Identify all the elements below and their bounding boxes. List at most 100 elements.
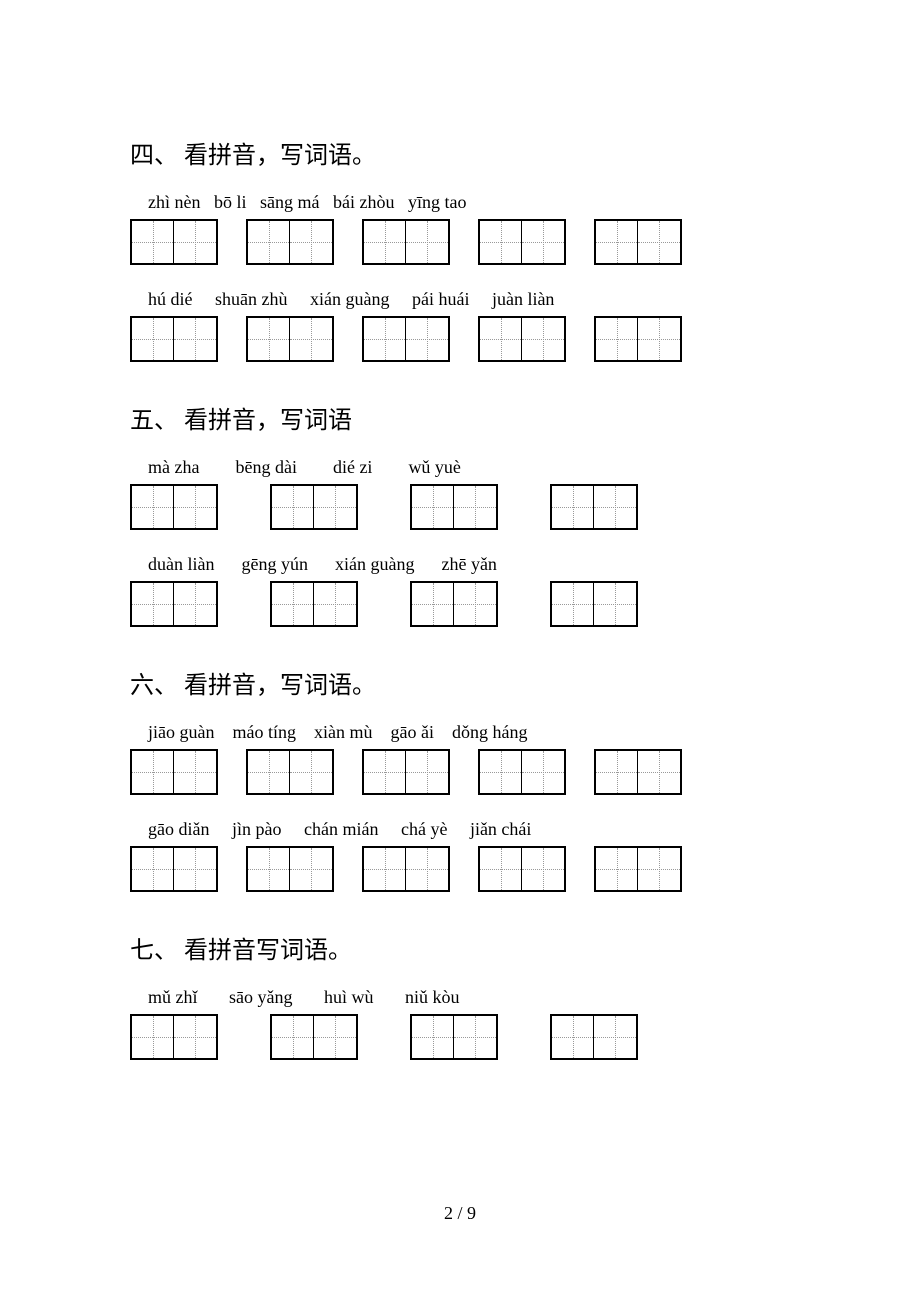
pinyin-label: juàn liàn	[492, 289, 554, 310]
char-cell[interactable]	[638, 848, 680, 890]
char-cell[interactable]	[364, 318, 406, 360]
char-cell[interactable]	[132, 1016, 174, 1058]
pinyin-row: duàn liàn gēng yún xián guàng zhē yǎn	[130, 554, 790, 575]
exercise-section: 四、 看拼音，写词语。zhì nèn bō li sāng má bái zhò…	[130, 135, 790, 362]
pinyin-label: niǔ kòu	[405, 987, 460, 1008]
char-box-pair	[594, 749, 682, 795]
char-cell[interactable]	[480, 848, 522, 890]
char-cell[interactable]	[290, 221, 332, 263]
spacer	[214, 722, 232, 743]
char-cell[interactable]	[272, 583, 314, 625]
spacer	[247, 192, 261, 213]
pinyin-label: zhì nèn	[148, 192, 200, 213]
char-cell[interactable]	[406, 751, 448, 793]
char-cell[interactable]	[364, 221, 406, 263]
char-cell[interactable]	[272, 486, 314, 528]
char-cell[interactable]	[248, 848, 290, 890]
char-cell[interactable]	[248, 751, 290, 793]
char-cell[interactable]	[132, 751, 174, 793]
pinyin-label: xiàn mù	[314, 722, 373, 743]
char-cell[interactable]	[454, 486, 496, 528]
char-cell[interactable]	[522, 848, 564, 890]
char-cell[interactable]	[552, 486, 594, 528]
pinyin-label: máo tíng	[232, 722, 296, 743]
char-cell[interactable]	[364, 848, 406, 890]
char-cell[interactable]	[594, 1016, 636, 1058]
spacer	[434, 722, 452, 743]
char-cell[interactable]	[174, 486, 216, 528]
char-cell[interactable]	[596, 751, 638, 793]
char-cell[interactable]	[174, 751, 216, 793]
char-box-pair	[362, 846, 450, 892]
pinyin-label: hú dié	[148, 289, 193, 310]
char-cell[interactable]	[314, 583, 356, 625]
char-cell[interactable]	[596, 221, 638, 263]
char-cell[interactable]	[132, 583, 174, 625]
char-cell[interactable]	[522, 318, 564, 360]
spacer	[287, 289, 310, 310]
char-box-pair	[130, 316, 218, 362]
spacer	[414, 554, 441, 575]
char-cell[interactable]	[594, 486, 636, 528]
char-cell[interactable]	[594, 583, 636, 625]
char-cell[interactable]	[272, 1016, 314, 1058]
worksheet-page: 四、 看拼音，写词语。zhì nèn bō li sāng má bái zhò…	[0, 0, 920, 1302]
char-box-pair	[130, 219, 218, 265]
char-cell[interactable]	[248, 318, 290, 360]
spacer	[394, 192, 408, 213]
char-cell[interactable]	[480, 221, 522, 263]
char-cell[interactable]	[314, 1016, 356, 1058]
char-cell[interactable]	[406, 318, 448, 360]
char-cell[interactable]	[132, 221, 174, 263]
char-cell[interactable]	[364, 751, 406, 793]
char-cell[interactable]	[174, 318, 216, 360]
char-cell[interactable]	[638, 221, 680, 263]
char-cell[interactable]	[406, 848, 448, 890]
char-box-pair	[594, 316, 682, 362]
pinyin-label: yīng tao	[408, 192, 467, 213]
char-cell[interactable]	[638, 751, 680, 793]
char-cell[interactable]	[522, 221, 564, 263]
char-cell[interactable]	[552, 583, 594, 625]
boxes-row	[130, 484, 790, 530]
char-cell[interactable]	[596, 318, 638, 360]
char-cell[interactable]	[412, 583, 454, 625]
char-cell[interactable]	[248, 221, 290, 263]
section-title: 七、 看拼音写词语。	[130, 930, 790, 965]
char-cell[interactable]	[174, 1016, 216, 1058]
char-cell[interactable]	[290, 848, 332, 890]
char-box-pair	[362, 749, 450, 795]
char-cell[interactable]	[412, 486, 454, 528]
pinyin-label: jiǎn chái	[470, 819, 531, 840]
pinyin-label: duàn liàn	[148, 554, 214, 575]
char-box-pair	[478, 219, 566, 265]
char-cell[interactable]	[174, 848, 216, 890]
pinyin-label: chán mián	[304, 819, 378, 840]
pinyin-label: xián guàng	[310, 289, 389, 310]
char-cell[interactable]	[290, 318, 332, 360]
char-cell[interactable]	[290, 751, 332, 793]
char-cell[interactable]	[454, 583, 496, 625]
char-cell[interactable]	[132, 848, 174, 890]
char-cell[interactable]	[174, 221, 216, 263]
char-cell[interactable]	[480, 751, 522, 793]
char-cell[interactable]	[314, 486, 356, 528]
char-cell[interactable]	[412, 1016, 454, 1058]
char-box-pair	[550, 484, 638, 530]
char-box-pair	[550, 581, 638, 627]
pinyin-row: gāo diǎn jìn pào chán mián chá yè jiǎn c…	[130, 819, 790, 840]
char-cell[interactable]	[406, 221, 448, 263]
spacer	[292, 987, 324, 1008]
char-cell[interactable]	[132, 486, 174, 528]
char-cell[interactable]	[132, 318, 174, 360]
char-box-pair	[478, 846, 566, 892]
char-cell[interactable]	[174, 583, 216, 625]
char-box-pair	[130, 581, 218, 627]
char-cell[interactable]	[638, 318, 680, 360]
pinyin-label: zhē yǎn	[441, 554, 496, 575]
char-cell[interactable]	[454, 1016, 496, 1058]
char-cell[interactable]	[522, 751, 564, 793]
char-cell[interactable]	[480, 318, 522, 360]
char-cell[interactable]	[552, 1016, 594, 1058]
char-cell[interactable]	[596, 848, 638, 890]
